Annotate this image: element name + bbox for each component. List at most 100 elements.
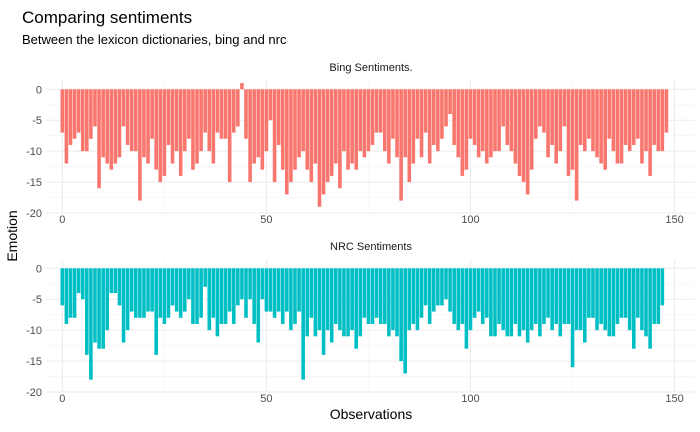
bar: [354, 268, 359, 349]
bar: [521, 89, 526, 183]
bar: [68, 89, 73, 145]
bar: [362, 89, 367, 158]
bar: [407, 89, 412, 183]
bar: [97, 89, 101, 189]
bar: [125, 89, 130, 145]
bar: [342, 268, 346, 337]
bar: [521, 268, 526, 331]
bar: [534, 89, 538, 139]
bar: [627, 268, 632, 331]
bar: [129, 89, 134, 152]
bar: [248, 89, 252, 183]
bar: [611, 268, 616, 337]
bar: [452, 268, 456, 324]
bar: [211, 268, 216, 318]
bar: [456, 89, 461, 158]
bar: [97, 268, 101, 349]
bar: [378, 268, 383, 324]
bar: [207, 268, 212, 331]
bar: [611, 89, 616, 152]
bar: [203, 89, 207, 133]
bar: [591, 89, 595, 152]
bar: [346, 268, 350, 337]
bar: [182, 268, 187, 312]
bar: [64, 268, 69, 324]
bar: [513, 89, 518, 164]
bar: [297, 268, 301, 312]
bar: [558, 89, 563, 152]
bar: [146, 89, 150, 164]
bar: [199, 268, 203, 318]
bar: [264, 89, 269, 152]
bar: [236, 89, 240, 127]
bar: [366, 268, 371, 324]
y-tick-label: 0: [36, 84, 42, 96]
bar: [399, 268, 403, 362]
bar: [297, 89, 301, 158]
bar: [154, 268, 159, 355]
bar: [448, 89, 452, 115]
bar: [187, 89, 191, 139]
bar: [89, 268, 93, 380]
bar: [423, 268, 428, 306]
bar: [80, 268, 85, 300]
bar: [329, 89, 334, 176]
bar: [276, 268, 281, 312]
bar: [476, 268, 481, 312]
bar: [187, 268, 191, 300]
bar: [162, 268, 167, 324]
bar: [276, 89, 281, 145]
bar: [129, 268, 134, 312]
y-tick-label: -10: [26, 325, 42, 337]
bar: [387, 89, 391, 164]
bar: [378, 89, 383, 133]
bar: [415, 268, 420, 331]
bar: [436, 89, 440, 152]
bar: [399, 89, 403, 201]
bar: [427, 268, 432, 324]
bar: [550, 268, 554, 331]
y-tick-label: -15: [26, 177, 42, 189]
bar: [574, 89, 579, 201]
bar: [223, 268, 228, 324]
bar: [334, 89, 338, 164]
bar: [570, 268, 575, 368]
bar: [627, 89, 632, 152]
bar: [223, 89, 228, 139]
bar: [407, 268, 412, 331]
bar: [387, 268, 391, 337]
bar: [89, 89, 93, 139]
bar: [240, 83, 244, 90]
bar: [419, 89, 424, 158]
bar: [354, 89, 359, 170]
bar: [260, 268, 265, 300]
bar: [452, 89, 456, 145]
bar: [652, 89, 656, 145]
bar: [146, 268, 150, 312]
bar: [444, 268, 448, 300]
y-tick-label: -15: [26, 356, 42, 368]
bar: [268, 89, 273, 121]
bar: [505, 268, 510, 337]
bar: [138, 89, 142, 201]
bar: [342, 89, 346, 152]
bar: [191, 89, 195, 170]
bar: [501, 268, 505, 331]
bar: [538, 89, 542, 127]
nrc-strip-label: NRC Sentiments: [330, 241, 412, 253]
bar: [191, 268, 195, 324]
bar: [109, 268, 114, 294]
bar: [636, 89, 640, 139]
bar: [101, 89, 105, 158]
bar: [480, 268, 485, 324]
y-tick-label: -10: [26, 146, 42, 158]
bar: [497, 268, 501, 324]
y-tick-label: -5: [32, 294, 42, 306]
bar: [113, 268, 118, 294]
y-tick-label: -20: [26, 208, 42, 220]
bar: [448, 268, 452, 312]
bar: [619, 89, 624, 164]
bar: [240, 268, 244, 300]
bar: [72, 89, 77, 139]
